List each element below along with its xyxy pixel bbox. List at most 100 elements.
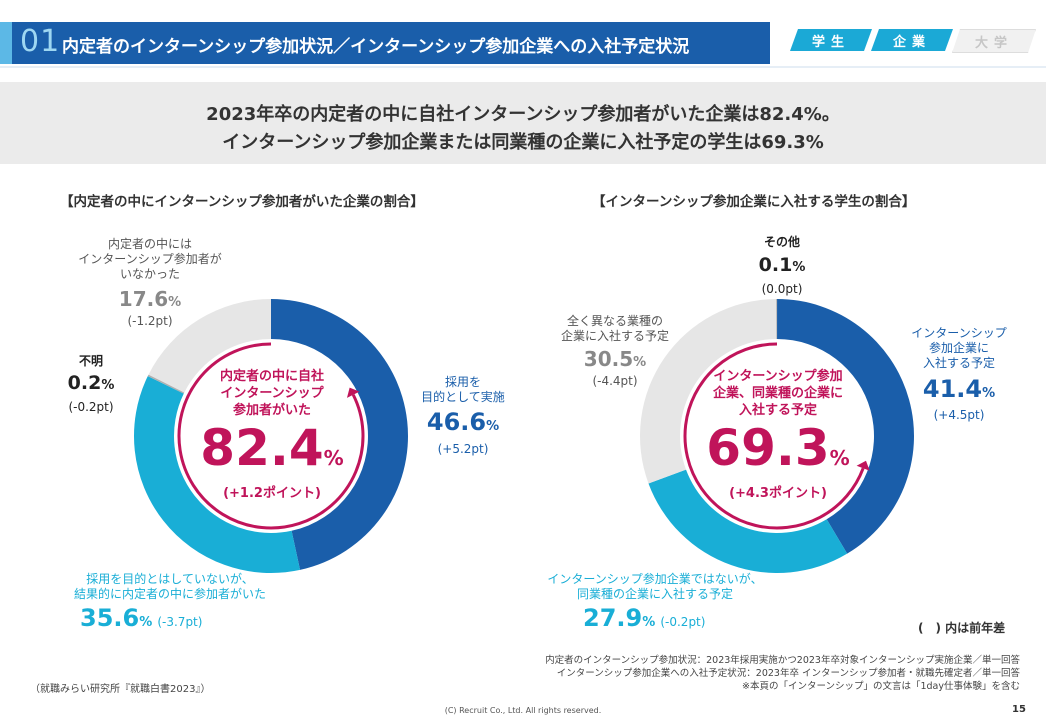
c1-s1-value: 46.6% [408,408,518,436]
chart1-slice-1 [271,299,409,570]
chart1-title: 【内定者の中にインターンシップ参加者がいた企業の割合】 [60,194,424,210]
c1-center-line: インターンシップ [220,386,324,401]
chart2-arrow-head [856,460,870,471]
c2-s3-label: 全く異なる業種の 企業に入社する予定 [535,314,695,344]
c1-s3-diff: (-0.2pt) [68,400,114,414]
copyright: (C) Recruit Co., Ltd. All rights reserve… [444,706,602,715]
chart1-slice-2 [134,376,301,573]
c2-s4-label: その他 [763,235,800,249]
c2-s3-diff: (-4.4pt) [592,374,638,388]
c2-center-line: インターンシップ参加 [713,369,843,384]
c1-s2-value-row: 35.6% (-3.7pt) [80,604,202,632]
c1-center-value: 82.4% [190,420,354,486]
c2-s1-label-line: インターンシップ [911,326,1007,340]
chart1-highlight-arc [177,342,365,530]
c1-s1-label: 採用を 目的として実施 [408,375,518,405]
c2-s2-label-line: インターンシップ参加企業ではないが、 [547,572,763,586]
value-text: 0.1 [758,254,793,276]
c1-s4-diff: (-1.2pt) [127,314,173,328]
c2-center-label: インターンシップ参加 企業、同業種の企業に 入社する予定 [690,368,866,419]
chart1-arrow-head [346,387,360,398]
page-number: 15 [1012,704,1026,715]
unit-text: % [633,355,647,370]
value-text: 27.9 [583,604,643,632]
footnote-line: ※本頁の「インターンシップ」の文言は「1day仕事体験」を含む [741,681,1020,692]
c2-center-value: 69.3% [690,420,866,486]
footnotes: 内定者のインターンシップ参加状況：2023年採用実施かつ2023年卒対象インター… [470,654,1020,693]
c2-s3-label-line: 全く異なる業種の [566,314,663,328]
c2-s1-label-line: 参加企業に [928,341,989,355]
unit-text: % [101,378,115,393]
chart2-slice-2 [648,469,848,573]
c1-center-diff: (+1.2ポイント) [223,486,321,501]
chart2-slice-1 [777,299,914,554]
c1-s4-label-line: 内定者の中には [107,237,192,251]
c1-s4-value: 17.6% [60,287,240,311]
c2-s2-diff: (-0.2pt) [660,615,706,629]
chart1-slice-3 [147,374,185,394]
unit-text: % [642,615,656,630]
c1-s4-label-line: いなかった [119,267,180,281]
value-text: 0.2 [67,372,102,394]
tag-student[interactable]: 学生 [790,29,872,51]
summary-line-1: 2023年卒の内定者の中に自社インターンシップ参加者がいた企業は82.4%。 [206,104,840,125]
c1-s4-label: 内定者の中には インターンシップ参加者が いなかった [60,237,240,282]
c1-s2-label-line: 採用を目的とはしていないが、 [86,572,254,586]
unit-text: % [168,295,182,310]
unit-text: % [829,446,850,470]
chart2-highlight-arc [683,342,865,530]
c1-center-line: 参加者がいた [232,403,311,418]
value-text: 30.5 [583,347,634,371]
c2-center-line: 企業、同業種の企業に [712,386,843,401]
c2-s4-value: 0.1% [742,254,822,276]
header-divider [0,66,1046,68]
c1-s3-value: 0.2% [64,372,118,394]
header-accent [0,22,12,64]
c1-s1-label-line: 目的として実施 [421,390,505,404]
footnote-line: インターンシップ参加企業への入社予定状況：2023年卒 インターンシップ参加者・… [556,668,1020,679]
chart2-slice-3 [640,299,777,484]
c2-center-diff: (+4.3ポイント) [729,486,827,501]
c1-s2-value: 35.6% [80,604,152,632]
source-note: （就職みらい研究所『就職白書2023』） [30,684,211,695]
c2-s2-label: インターンシップ参加企業ではないが、 同業種の企業に入社する予定 [515,572,795,602]
c2-s1-label-line: 入社する予定 [922,356,995,370]
value-text: 17.6 [118,287,169,311]
c1-s2-label-line: 結果的に内定者の中に参加者がいた [73,587,266,601]
c2-s1-value: 41.4% [894,375,1024,403]
value-text: 35.6 [80,604,140,632]
c2-s3-label-line: 企業に入社する予定 [560,329,669,343]
chart2-title: 【インターンシップ参加企業に入社する学生の割合】 [592,194,916,210]
unit-text: % [139,615,153,630]
tag-university[interactable]: 大学 [952,29,1036,53]
chart1-slice-4 [148,299,271,393]
header-bar [0,22,770,64]
value-text: 46.6 [426,408,487,436]
tag-company[interactable]: 企業 [871,29,953,51]
c2-s1-label: インターンシップ 参加企業に 入社する予定 [894,326,1024,371]
footnote-line: 内定者のインターンシップ参加状況：2023年採用実施かつ2023年卒対象インター… [545,655,1020,666]
c2-center-line: 入社する予定 [738,403,817,418]
c1-s1-label-line: 採用を [444,375,481,389]
c2-s2-value-row: 27.9% (-0.2pt) [583,604,705,632]
c2-s1-diff: (+4.5pt) [933,408,985,422]
value-text: 69.3 [706,419,830,477]
c1-s4-label-line: インターンシップ参加者が [78,252,222,266]
c1-center-line: 内定者の中に自社 [219,369,324,384]
c1-s1-diff: (+5.2pt) [437,442,489,456]
section-number: 01 [20,24,61,59]
summary-banner [0,82,1046,164]
summary-line-2: インターンシップ参加企業または同業種の企業に入社予定の学生は69.3% [222,132,824,153]
unit-text: % [486,419,500,434]
c2-s2-value: 27.9% [583,604,655,632]
c1-s2-label: 採用を目的とはしていないが、 結果的に内定者の中に参加者がいた [20,572,320,602]
c2-s3-value: 30.5% [535,347,695,371]
unit-text: % [792,260,806,275]
c1-center-label: 内定者の中に自社 インターンシップ 参加者がいた [190,368,354,419]
chart2-slice-4 [776,299,778,340]
c1-s2-diff: (-3.7pt) [157,615,203,629]
c2-s2-label-line: 同業種の企業に入社する予定 [576,587,733,601]
c1-s3-label: 不明 [78,354,103,368]
legend-note: ( ) 内は前年差 [918,621,1006,635]
